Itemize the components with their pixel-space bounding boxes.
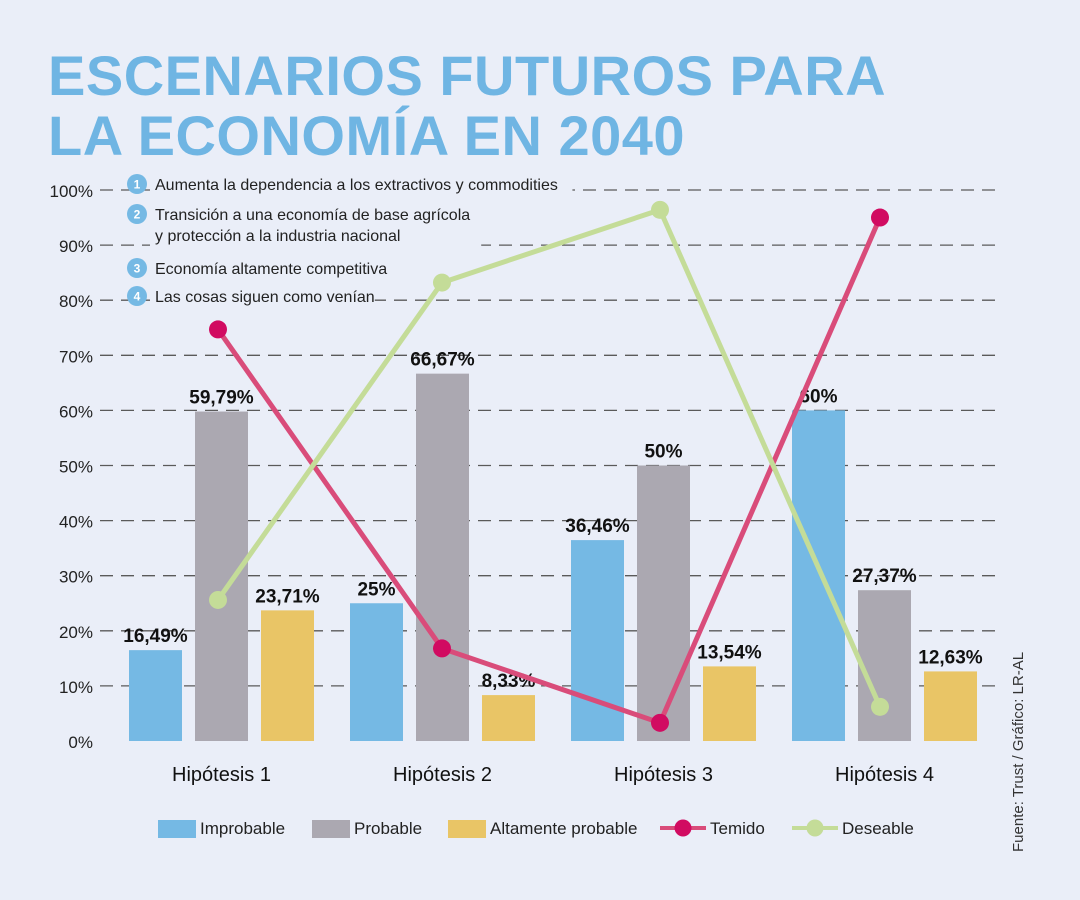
note-item: 2 Transición a una economía de base agríc…	[127, 203, 482, 246]
chart-title-line-1: ESCENARIOS FUTUROS PARA	[48, 44, 887, 107]
y-tick-label: 0%	[68, 733, 93, 752]
y-tick-label: 80%	[59, 292, 93, 311]
line-deseable	[215, 207, 883, 708]
note-number-badge	[127, 174, 147, 194]
y-tick-label: 90%	[59, 237, 93, 256]
chart-title-line-2: LA ECONOMÍA EN 2040	[48, 104, 686, 167]
note-background	[150, 203, 482, 246]
legend-swatch	[448, 820, 486, 838]
y-tick-label: 20%	[59, 623, 93, 642]
x-category-label: Hipótesis 2	[393, 764, 492, 786]
bar-improbable	[571, 540, 624, 741]
y-tick-label: 100%	[50, 182, 93, 201]
source-credit: Fuente: Trust / Gráfico: LR-AL	[1010, 651, 1027, 852]
legend-swatch	[158, 820, 196, 838]
bar-probable	[195, 411, 248, 741]
bar-altamente-probable	[924, 671, 977, 741]
legend-item: Probable	[312, 819, 422, 838]
note-text: Las cosas siguen como venían	[155, 289, 375, 306]
note-number: 2	[134, 208, 141, 222]
legend-item: Improbable	[158, 819, 285, 838]
y-tick-label: 50%	[59, 458, 93, 477]
legend-label: Improbable	[200, 819, 285, 838]
legend-item: Temido	[660, 819, 765, 838]
note-background	[150, 285, 375, 307]
bar-altamente-probable	[703, 666, 756, 741]
data-label: 25%	[357, 579, 395, 600]
bar-altamente-probable	[261, 610, 314, 741]
bar-improbable	[792, 410, 845, 741]
legend-label: Altamente probable	[490, 819, 637, 838]
data-label: 23,71%	[255, 586, 320, 607]
data-label: 27,37%	[852, 566, 917, 587]
note-number-badge	[127, 204, 147, 224]
line-point-temido	[433, 639, 451, 658]
legend-label: Deseable	[842, 819, 914, 838]
note-item: 3 Economía altamente competitiva	[127, 257, 390, 279]
note-number-badge	[127, 286, 147, 306]
legend-marker	[674, 819, 692, 837]
y-tick-label: 60%	[59, 402, 93, 421]
legend-swatch	[312, 820, 350, 838]
note-text: Economía altamente competitiva	[155, 261, 387, 278]
legend-item: Altamente probable	[448, 819, 637, 838]
note-item: 1 Aumenta la dependencia a los extractivo…	[127, 173, 573, 195]
legend-label: Temido	[710, 819, 765, 838]
note-text: y protección a la industria nacional	[155, 228, 400, 245]
note-number: 1	[134, 178, 141, 192]
x-category-label: Hipótesis 3	[614, 764, 713, 786]
data-label: 59,79%	[189, 388, 254, 409]
bar-improbable	[129, 650, 182, 741]
legend-marker	[806, 819, 824, 837]
note-item: 4 Las cosas siguen como venían	[127, 285, 375, 307]
data-label: 66,67%	[410, 350, 475, 371]
line-point-deseable	[209, 590, 227, 609]
line-point-deseable	[871, 697, 889, 716]
data-label: 60%	[799, 386, 837, 407]
y-tick-label: 70%	[59, 347, 93, 366]
note-number-badge	[127, 258, 147, 278]
note-text: Aumenta la dependencia a los extractivos…	[155, 177, 558, 194]
legend-item: Deseable	[792, 819, 914, 838]
y-tick-label: 10%	[59, 678, 93, 697]
data-label: 8,33%	[482, 671, 536, 692]
note-background	[150, 257, 390, 279]
bar-probable	[637, 465, 690, 741]
data-label: 12,63%	[918, 647, 983, 668]
line-point-temido	[871, 208, 889, 227]
x-category-label: Hipótesis 4	[835, 764, 934, 786]
data-label: 36,46%	[565, 516, 630, 537]
bar-altamente-probable	[482, 695, 535, 741]
note-text: Transición a una economía de base agríco…	[155, 207, 470, 224]
bar-probable	[858, 590, 911, 741]
bar-improbable	[350, 603, 403, 741]
line-point-deseable	[651, 200, 669, 219]
line-point-temido	[209, 320, 227, 339]
note-number: 4	[134, 290, 141, 304]
line-temido	[215, 216, 883, 726]
data-label: 16,49%	[123, 626, 188, 647]
line-point-deseable	[433, 273, 451, 292]
x-category-label: Hipótesis 1	[172, 764, 271, 786]
note-number: 3	[134, 262, 141, 276]
legend-label: Probable	[354, 819, 422, 838]
line-point-temido	[651, 713, 669, 732]
y-tick-label: 40%	[59, 513, 93, 532]
y-tick-label: 30%	[59, 568, 93, 587]
chart-title: ESCENARIOS FUTUROS PARA LA ECONOMÍA EN 2…	[48, 46, 886, 166]
note-background	[150, 173, 573, 195]
bar-probable	[416, 373, 469, 741]
data-label: 13,54%	[697, 642, 762, 663]
data-label: 50%	[644, 442, 682, 463]
